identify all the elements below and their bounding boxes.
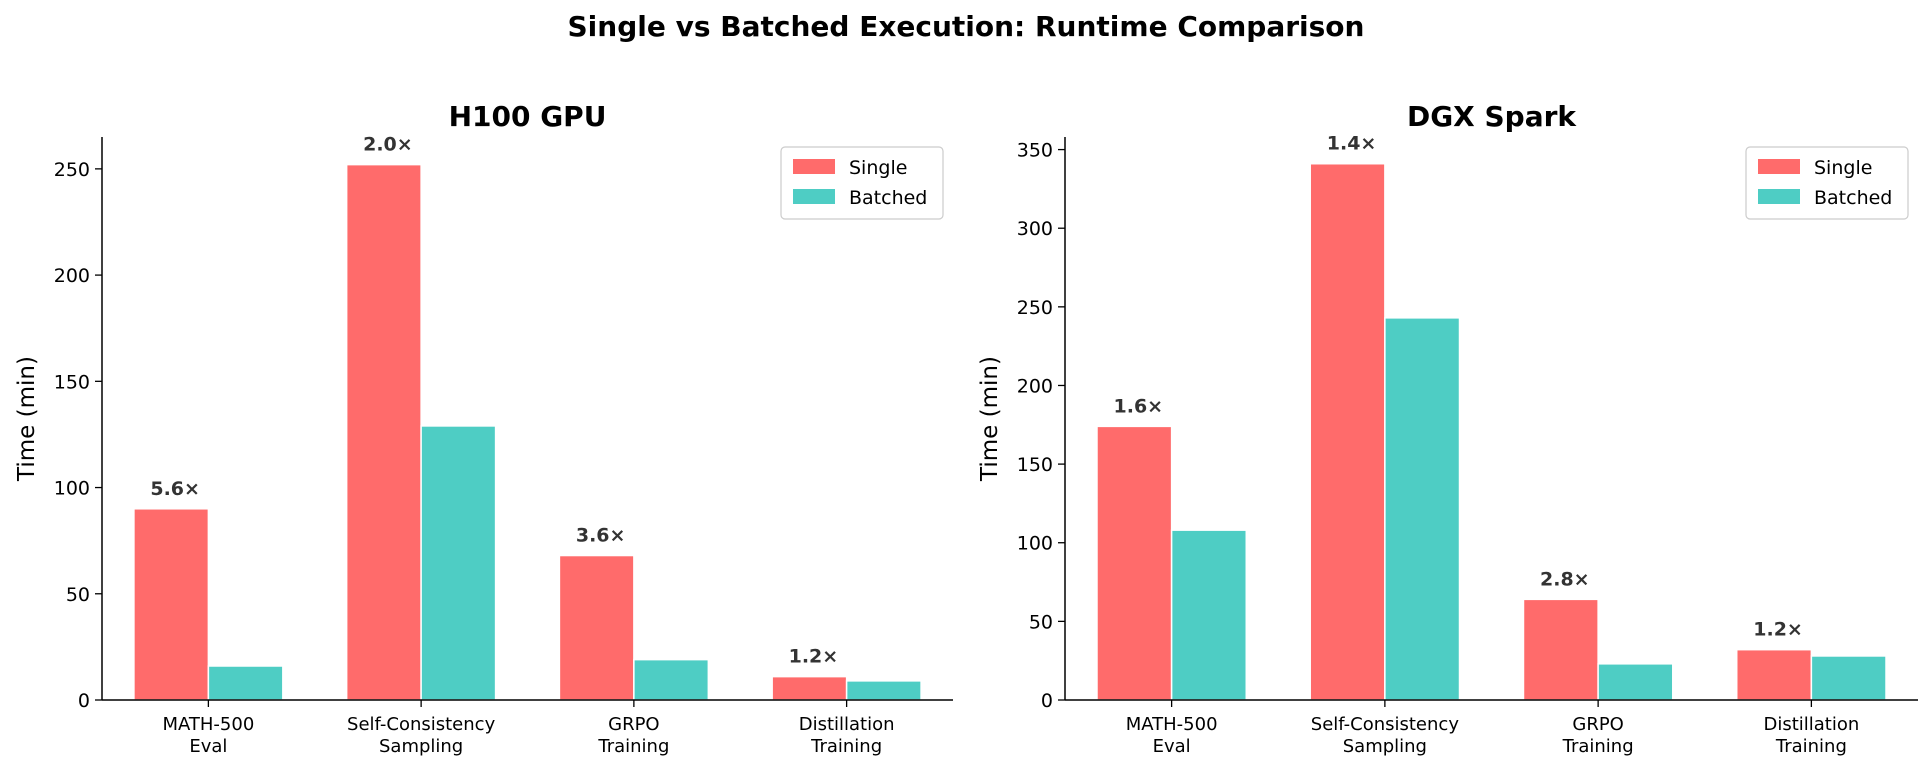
- panel1-x-tick-label: Self-Consistency: [347, 714, 496, 735]
- panel1-bar-batched: [207, 665, 284, 701]
- panel2-bar-single: [1522, 598, 1599, 701]
- panel1-bar-batched: [420, 425, 497, 701]
- panel2-x-tick-label: GRPO: [1572, 714, 1623, 735]
- panel2-legend-label-single: Single: [1814, 157, 1872, 179]
- panel2-bar-batched: [1384, 317, 1461, 701]
- panel1-y-tick-label: 100: [54, 478, 90, 500]
- panel2-legend-label-batched: Batched: [1814, 187, 1892, 209]
- panel2-y-tick-label: 150: [1017, 454, 1053, 476]
- panel2-x-tick-label: Training: [1562, 736, 1634, 757]
- panel1-legend-swatch-single: [793, 159, 835, 174]
- panel1-legend-label-single: Single: [849, 157, 907, 179]
- panel2-title: DGX Spark: [1407, 100, 1577, 133]
- panel2-x-tick-label: Training: [1775, 736, 1847, 757]
- panel1-bar-single: [771, 675, 848, 701]
- panel1-x-tick-label: Sampling: [379, 736, 463, 757]
- panel1-x-tick-label: Training: [810, 736, 882, 757]
- panel2-y-tick-label: 200: [1017, 375, 1053, 397]
- panel1-bar-single: [133, 508, 210, 701]
- panel1-speedup-label: 5.6×: [150, 478, 200, 500]
- panel1-y-tick-label: 200: [54, 265, 90, 287]
- panel1-y-tick-label: 150: [54, 371, 90, 393]
- panel2-speedup-label: 1.4×: [1327, 133, 1377, 155]
- panel2-speedup-label: 1.6×: [1114, 395, 1164, 417]
- panel2-x-tick-label: Self-Consistency: [1311, 714, 1460, 735]
- panel1-bar-batched: [633, 658, 710, 701]
- panel1-y-tick-label: 250: [54, 159, 90, 181]
- figure-title: Single vs Batched Execution: Runtime Com…: [567, 10, 1365, 43]
- panel1-bar-single: [558, 554, 635, 701]
- panel2-y-tick-label: 50: [1029, 611, 1053, 633]
- panel2-legend-swatch-batched: [1758, 189, 1800, 204]
- panel2-y-tick-label: 250: [1017, 297, 1053, 319]
- panel1-x-tick-label: MATH-500: [162, 714, 254, 735]
- panel2-x-tick-label: Sampling: [1343, 736, 1427, 757]
- panel1-speedup-label: 2.0×: [363, 134, 413, 156]
- panel2-bar-single: [1735, 648, 1813, 701]
- panel2-bar-single: [1096, 425, 1173, 701]
- panel2-bar-batched: [1170, 529, 1248, 701]
- panel1-x-tick-label: Distillation: [799, 714, 895, 735]
- panel1-x-tick-label: GRPO: [608, 714, 659, 735]
- panel2-bar-batched: [1597, 663, 1674, 701]
- panel2-y-axis-label: Time (min): [977, 356, 1003, 482]
- panel1-y-axis-label: Time (min): [14, 356, 40, 482]
- panel2-y-tick-label: 300: [1017, 218, 1053, 240]
- panel1-speedup-label: 1.2×: [789, 646, 839, 668]
- panel1-legend-label-batched: Batched: [849, 187, 927, 209]
- panel2-y-tick-label: 350: [1017, 140, 1053, 162]
- panel2-x-tick-label: Eval: [1153, 736, 1191, 757]
- panel1-y-tick-label: 0: [78, 690, 90, 712]
- panel1-x-tick-label: Training: [597, 736, 669, 757]
- panel2-bar-batched: [1810, 655, 1887, 701]
- panel1-x-tick-label: Eval: [189, 736, 227, 757]
- panel2-legend-swatch-single: [1758, 159, 1800, 174]
- panel2-y-tick-label: 100: [1017, 533, 1053, 555]
- panel2-x-tick-label: MATH-500: [1126, 714, 1218, 735]
- panel1-bar-batched: [845, 680, 922, 701]
- panel2-x-tick-label: Distillation: [1763, 714, 1859, 735]
- panel1-title: H100 GPU: [449, 100, 607, 133]
- panel2-speedup-label: 1.2×: [1753, 619, 1803, 641]
- panel2-bar-single: [1309, 162, 1386, 701]
- panel1-speedup-label: 3.6×: [576, 525, 626, 547]
- panel1-legend-swatch-batched: [793, 189, 835, 204]
- panel2-y-tick-label: 0: [1041, 690, 1053, 712]
- panel2-speedup-label: 2.8×: [1540, 568, 1590, 590]
- panel1-y-tick-label: 50: [66, 584, 90, 606]
- panel1-bar-single: [345, 163, 422, 701]
